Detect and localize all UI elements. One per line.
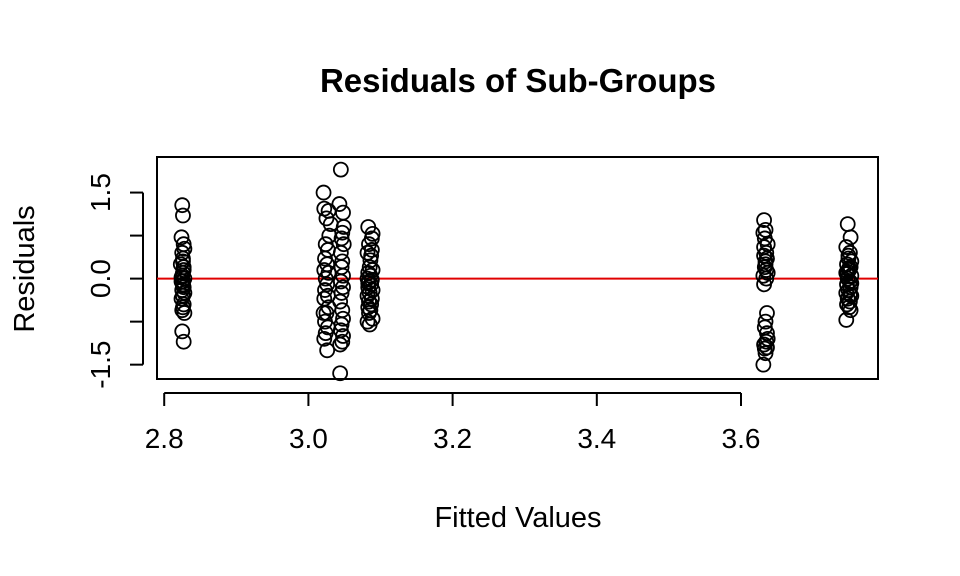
data-point: [175, 333, 192, 350]
data-point: [842, 302, 859, 319]
data-point: [316, 330, 333, 347]
data-point: [842, 229, 859, 246]
data-point: [757, 313, 774, 330]
data-point: [176, 305, 193, 321]
y-tick-label: 1.5: [85, 173, 116, 212]
data-point: [316, 200, 333, 217]
data-point: [843, 275, 860, 292]
plot-frame: [156, 156, 879, 380]
data-point: [839, 216, 856, 233]
data-point: [316, 290, 333, 307]
data-point: [838, 312, 855, 328]
x-tick-label: 3.2: [433, 423, 472, 454]
data-point: [361, 305, 377, 321]
data-point: [841, 260, 858, 277]
data-point: [175, 277, 191, 294]
data-point: [335, 236, 352, 253]
data-point: [332, 336, 349, 353]
data-point: [317, 270, 334, 287]
data-point: [174, 302, 191, 319]
data-point: [361, 293, 377, 310]
y-axis: -1.5 0.0 1.5: [85, 173, 144, 389]
data-point: [174, 323, 191, 340]
data-point: [758, 333, 775, 350]
data-point: [841, 293, 858, 310]
chart-title: Residuals of Sub-Groups: [320, 62, 716, 99]
data-point: [756, 340, 773, 357]
x-tick-label: 3.0: [289, 423, 328, 454]
data-point: [174, 197, 191, 214]
data-point: [335, 310, 351, 327]
data-point: [362, 252, 379, 269]
data-point: [758, 262, 775, 278]
data-point: [360, 275, 377, 292]
x-axis-label: Fitted Values: [434, 502, 601, 534]
x-tick-label: 3.6: [722, 423, 761, 454]
data-point: [359, 313, 376, 330]
data-point: [175, 207, 191, 224]
data-point: [335, 328, 351, 344]
data-point: [175, 250, 191, 267]
y-tick-label: 0.0: [85, 259, 116, 298]
x-tick-label: 2.8: [145, 423, 184, 454]
data-points: [172, 161, 860, 382]
data-point: [173, 269, 190, 286]
data-point: [363, 242, 380, 258]
data-point: [756, 212, 772, 229]
y-tick-label: -1.5: [85, 341, 116, 389]
data-point: [173, 229, 190, 246]
data-point: [757, 256, 774, 273]
data-point: [335, 204, 351, 221]
data-point: [319, 342, 336, 359]
data-point: [315, 184, 332, 201]
data-point: [317, 325, 334, 342]
data-point: [363, 230, 380, 247]
data-point: [759, 325, 775, 342]
data-point: [361, 316, 378, 333]
data-point: [841, 286, 858, 303]
x-tick-label: 3.4: [577, 423, 616, 454]
data-point: [755, 356, 772, 373]
data-point: [332, 365, 349, 382]
data-point: [315, 305, 332, 321]
y-axis-label: Residuals: [9, 205, 41, 332]
x-axis: 2.8 3.0 3.2 3.4 3.6: [145, 392, 761, 454]
data-point: [175, 259, 192, 276]
data-point: [840, 247, 857, 264]
data-point: [335, 219, 352, 235]
data-point: [756, 239, 772, 255]
data-point: [332, 161, 349, 178]
data-point: [334, 333, 351, 350]
